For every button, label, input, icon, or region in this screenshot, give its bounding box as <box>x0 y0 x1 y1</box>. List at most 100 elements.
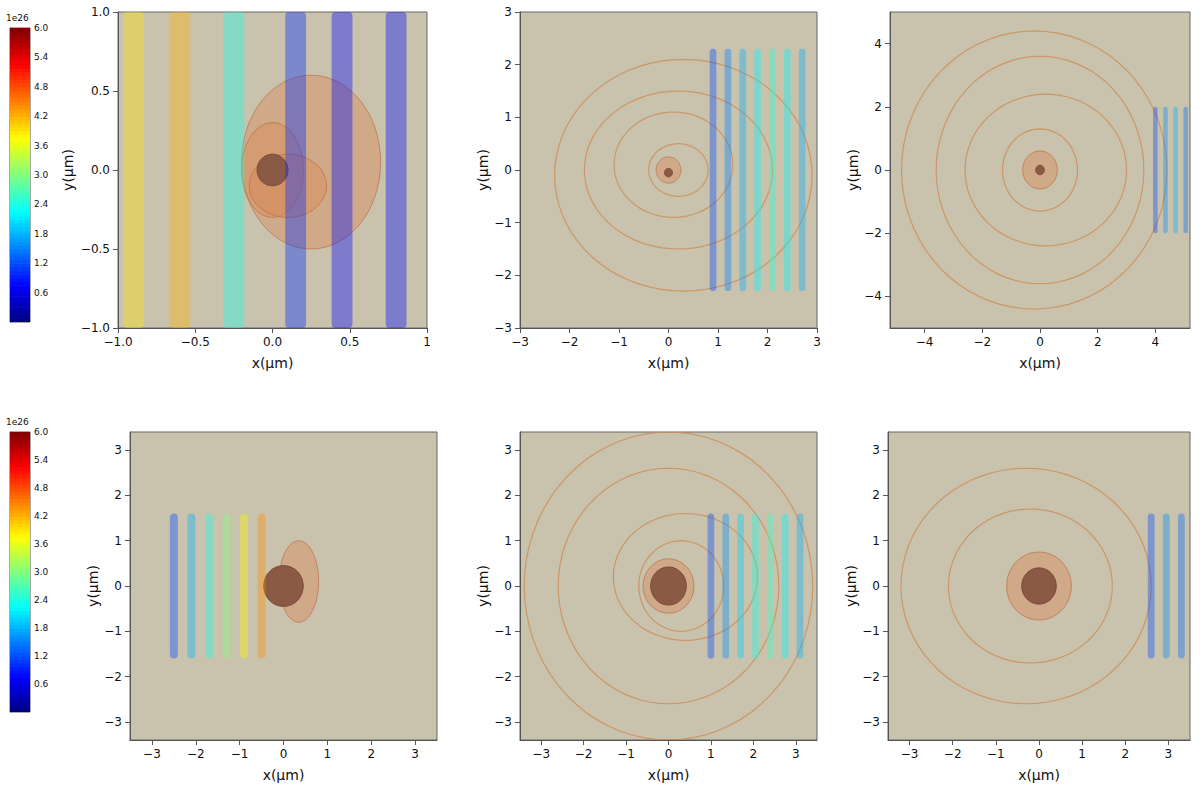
svg-text:0.5: 0.5 <box>91 84 110 98</box>
svg-text:0: 0 <box>504 163 512 177</box>
svg-text:2.4: 2.4 <box>34 595 49 605</box>
svg-text:−3: −3 <box>862 715 880 729</box>
svg-text:y(μm): y(μm) <box>85 565 101 607</box>
svg-text:−2: −2 <box>561 335 579 349</box>
svg-text:−3: −3 <box>494 321 512 335</box>
svg-text:−0.5: −0.5 <box>181 335 210 349</box>
svg-text:2: 2 <box>872 488 880 502</box>
svg-text:y(μm): y(μm) <box>843 565 859 607</box>
svg-text:−2: −2 <box>104 670 122 684</box>
svg-text:−1: −1 <box>494 624 512 638</box>
svg-text:1.8: 1.8 <box>34 623 49 633</box>
svg-text:y(μm): y(μm) <box>475 149 491 191</box>
svg-text:−1: −1 <box>610 335 628 349</box>
svg-text:1.2: 1.2 <box>34 258 48 268</box>
svg-text:2: 2 <box>1094 335 1102 349</box>
svg-text:4.8: 4.8 <box>34 483 49 493</box>
svg-text:−1: −1 <box>617 747 635 761</box>
svg-text:4: 4 <box>874 37 882 51</box>
svg-text:3: 3 <box>1165 747 1173 761</box>
svg-text:−4: −4 <box>864 289 882 303</box>
svg-text:2: 2 <box>504 58 512 72</box>
svg-text:2: 2 <box>750 747 758 761</box>
svg-text:4: 4 <box>1152 335 1160 349</box>
svg-text:4.2: 4.2 <box>34 111 48 121</box>
svg-text:3: 3 <box>504 443 512 457</box>
svg-text:−2: −2 <box>944 747 962 761</box>
svg-text:1: 1 <box>504 110 512 124</box>
svg-text:3: 3 <box>114 443 122 457</box>
svg-text:−2: −2 <box>864 226 882 240</box>
svg-text:3.0: 3.0 <box>34 170 49 180</box>
svg-text:0.5: 0.5 <box>340 335 359 349</box>
svg-text:0: 0 <box>504 579 512 593</box>
svg-text:3: 3 <box>813 335 821 349</box>
svg-text:1: 1 <box>504 534 512 548</box>
svg-text:−3: −3 <box>901 747 919 761</box>
svg-text:2: 2 <box>114 488 122 502</box>
svg-text:x(μm): x(μm) <box>263 767 305 783</box>
svg-text:x(μm): x(μm) <box>1018 767 1060 783</box>
svg-text:x(μm): x(μm) <box>1019 355 1061 371</box>
svg-text:1: 1 <box>714 335 722 349</box>
svg-text:x(μm): x(μm) <box>252 355 294 371</box>
svg-text:y(μm): y(μm) <box>845 149 861 191</box>
svg-text:−1: −1 <box>494 216 512 230</box>
svg-text:1: 1 <box>114 534 122 548</box>
svg-text:−1: −1 <box>231 747 249 761</box>
svg-text:0: 0 <box>665 335 673 349</box>
svg-text:4.8: 4.8 <box>34 82 49 92</box>
svg-text:2.4: 2.4 <box>34 199 49 209</box>
svg-text:5.4: 5.4 <box>34 52 49 62</box>
svg-text:x(μm): x(μm) <box>648 767 690 783</box>
svg-text:−1.0: −1.0 <box>81 321 110 335</box>
svg-text:2: 2 <box>504 488 512 502</box>
svg-text:−2: −2 <box>187 747 205 761</box>
svg-text:−1: −1 <box>104 624 122 638</box>
svg-text:2: 2 <box>764 335 772 349</box>
svg-text:2: 2 <box>1121 747 1129 761</box>
svg-text:5.4: 5.4 <box>34 455 49 465</box>
svg-text:1: 1 <box>707 747 715 761</box>
svg-text:−2: −2 <box>494 670 512 684</box>
svg-text:−2: −2 <box>494 268 512 282</box>
svg-text:2: 2 <box>367 747 375 761</box>
svg-text:3: 3 <box>872 443 880 457</box>
svg-text:−3: −3 <box>532 747 550 761</box>
svg-text:3: 3 <box>504 5 512 19</box>
svg-text:−3: −3 <box>511 335 529 349</box>
svg-text:y(μm): y(μm) <box>475 565 491 607</box>
svg-text:−2: −2 <box>862 670 880 684</box>
svg-text:0: 0 <box>280 747 288 761</box>
svg-text:3.0: 3.0 <box>34 567 49 577</box>
svg-text:0.0: 0.0 <box>91 163 110 177</box>
svg-text:1: 1 <box>1078 747 1086 761</box>
svg-text:1e26: 1e26 <box>6 417 29 427</box>
svg-text:−2: −2 <box>973 335 991 349</box>
svg-text:3.6: 3.6 <box>34 141 49 151</box>
svg-text:0: 0 <box>874 163 882 177</box>
svg-text:1.0: 1.0 <box>91 5 110 19</box>
svg-text:1: 1 <box>324 747 332 761</box>
svg-text:−3: −3 <box>104 715 122 729</box>
svg-text:3: 3 <box>411 747 419 761</box>
svg-text:3.6: 3.6 <box>34 539 49 549</box>
svg-text:0.0: 0.0 <box>263 335 282 349</box>
svg-text:1e26: 1e26 <box>6 13 29 23</box>
svg-text:−1: −1 <box>862 624 880 638</box>
svg-text:4.2: 4.2 <box>34 511 48 521</box>
svg-text:1: 1 <box>423 335 431 349</box>
svg-text:y(μm): y(μm) <box>60 149 76 191</box>
svg-text:0: 0 <box>114 579 122 593</box>
svg-text:3: 3 <box>792 747 800 761</box>
svg-text:−1: −1 <box>987 747 1005 761</box>
svg-text:−2: −2 <box>575 747 593 761</box>
svg-text:0: 0 <box>665 747 673 761</box>
svg-text:−1.0: −1.0 <box>103 335 132 349</box>
svg-text:0.6: 0.6 <box>34 288 49 298</box>
svg-text:0: 0 <box>1035 747 1043 761</box>
svg-text:−3: −3 <box>494 715 512 729</box>
svg-text:−4: −4 <box>916 335 934 349</box>
svg-text:−0.5: −0.5 <box>81 242 110 256</box>
svg-text:0.6: 0.6 <box>34 679 49 689</box>
